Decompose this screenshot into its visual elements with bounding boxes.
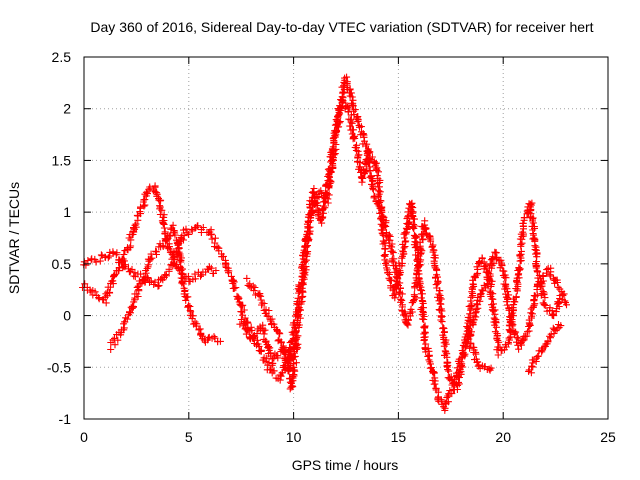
series-track-A bbox=[79, 182, 220, 307]
y-tick-label: -0.5 bbox=[47, 359, 71, 375]
chart-title: Day 360 of 2016, Sidereal Day-to-day VTE… bbox=[90, 19, 593, 35]
series-track-B bbox=[107, 221, 224, 353]
data-point-markers bbox=[236, 316, 302, 393]
series-track-G bbox=[525, 321, 565, 377]
y-axis-label: SDTVAR / TECUs bbox=[6, 182, 22, 294]
x-tick-label: 15 bbox=[391, 429, 407, 445]
data-point-markers bbox=[107, 221, 224, 353]
data-point-markers bbox=[463, 331, 495, 374]
data-point-markers bbox=[525, 321, 565, 377]
y-tick-label: 1 bbox=[63, 204, 71, 220]
plot-frame bbox=[83, 56, 609, 420]
x-tick-label: 5 bbox=[185, 429, 193, 445]
y-tick-label: 0.5 bbox=[52, 256, 72, 272]
y-tick-label: 0 bbox=[63, 308, 71, 324]
x-tick-label: 0 bbox=[80, 429, 88, 445]
y-tick-label: 1.5 bbox=[52, 152, 72, 168]
y-tick-label: 2.5 bbox=[52, 49, 72, 65]
y-tick-label: -1 bbox=[59, 411, 72, 427]
series-track-E bbox=[236, 316, 302, 393]
data-points bbox=[79, 73, 570, 414]
x-axis-label: GPS time / hours bbox=[292, 457, 399, 473]
x-tick-label: 10 bbox=[286, 429, 302, 445]
x-tick-label: 20 bbox=[495, 429, 511, 445]
data-point-markers bbox=[243, 73, 564, 394]
series-track-F bbox=[463, 331, 495, 374]
x-tick-label: 25 bbox=[600, 429, 616, 445]
axis-ticks: 0 5 10 15 20 25 -1 -0.5 0 0.5 1 1.5 2 2.5 bbox=[47, 49, 616, 445]
series-track-D bbox=[243, 73, 564, 394]
y-tick-label: 2 bbox=[63, 101, 71, 117]
data-point-markers bbox=[79, 182, 220, 307]
